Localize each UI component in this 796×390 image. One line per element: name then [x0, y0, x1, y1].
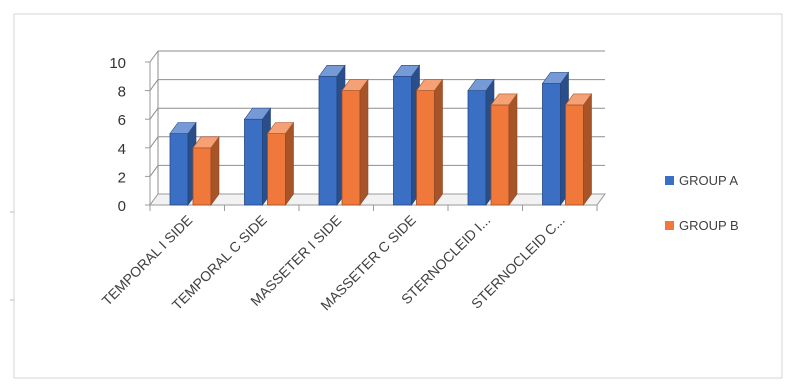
bar-front — [341, 90, 361, 206]
bar-front — [490, 104, 510, 206]
legend-swatch-group-a — [665, 176, 674, 185]
bar-top — [415, 79, 444, 91]
legend-swatch-group-b — [665, 221, 674, 230]
bar-front — [192, 147, 212, 206]
bar-top — [467, 79, 495, 91]
bar-front — [318, 75, 338, 206]
y-tick-label: 4 — [118, 141, 126, 158]
y-tick-label: 6 — [118, 112, 126, 129]
bar-top — [266, 122, 295, 134]
y-tick-label: 10 — [109, 55, 126, 72]
legend: GROUP A GROUP B — [665, 173, 739, 233]
bars — [169, 64, 593, 206]
bar-top — [490, 93, 518, 106]
bar-front — [393, 75, 412, 206]
y-tick-label: 8 — [118, 84, 126, 101]
bar-top — [341, 79, 369, 91]
bar-top — [318, 65, 346, 77]
bar-side — [210, 135, 220, 206]
bar-side — [583, 92, 592, 206]
bar-front — [267, 133, 286, 206]
gridline-depth — [149, 79, 159, 91]
bar-side — [508, 92, 518, 206]
bar-top — [564, 93, 593, 106]
bar-front — [244, 118, 263, 206]
bar-top — [392, 65, 421, 77]
gridline-depth — [149, 136, 159, 149]
bar-side — [359, 78, 369, 206]
bar-front — [565, 104, 584, 206]
gridlines — [149, 50, 605, 206]
gridline-depth — [149, 107, 159, 120]
bar-top — [169, 122, 197, 134]
chart-floor — [149, 193, 606, 206]
bar-front — [467, 90, 487, 206]
gridline-depth — [149, 50, 159, 63]
legend-label-group-b: GROUP B — [679, 218, 739, 233]
bar-top — [192, 136, 220, 149]
bar-side — [285, 121, 294, 206]
bar-front — [169, 133, 189, 206]
y-tick-label: 2 — [118, 169, 126, 186]
y-tick-label: 0 — [118, 198, 126, 215]
gridline-depth — [149, 165, 159, 177]
bar-front — [542, 83, 561, 206]
bar-top — [541, 72, 570, 84]
bar-top — [243, 107, 272, 120]
bar-side — [434, 78, 443, 206]
bar-front — [416, 90, 435, 206]
legend-label-group-a: GROUP A — [679, 173, 738, 188]
